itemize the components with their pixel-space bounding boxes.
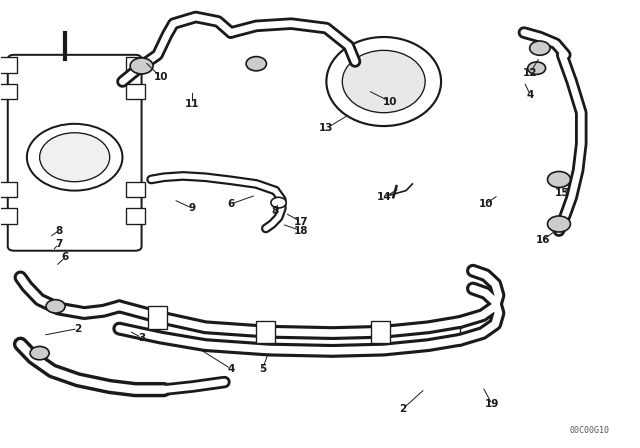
Text: 2: 2 xyxy=(74,323,81,334)
Text: 17: 17 xyxy=(294,217,308,227)
Bar xyxy=(125,84,145,99)
Text: 8: 8 xyxy=(55,226,62,236)
Text: 16: 16 xyxy=(536,235,550,245)
Text: 00C00G10: 00C00G10 xyxy=(570,426,610,435)
Text: 6: 6 xyxy=(227,199,234,209)
Circle shape xyxy=(46,300,65,313)
Text: 6: 6 xyxy=(61,252,68,263)
Text: 10: 10 xyxy=(479,199,493,209)
Text: 10: 10 xyxy=(154,72,168,82)
Text: 7: 7 xyxy=(55,239,63,249)
Text: 4: 4 xyxy=(227,364,234,374)
Bar xyxy=(256,321,275,343)
Bar xyxy=(371,321,390,343)
FancyBboxPatch shape xyxy=(8,55,141,251)
Bar xyxy=(0,208,17,224)
Text: 10: 10 xyxy=(383,97,397,107)
Text: 15: 15 xyxy=(555,188,570,198)
Text: 12: 12 xyxy=(523,68,538,78)
Text: 14: 14 xyxy=(376,192,391,202)
Bar xyxy=(0,57,17,73)
Text: 3: 3 xyxy=(138,332,145,343)
Text: 9: 9 xyxy=(189,203,196,213)
Bar xyxy=(148,306,167,329)
Text: 19: 19 xyxy=(485,399,499,409)
Bar xyxy=(125,57,145,73)
Text: 18: 18 xyxy=(294,226,308,236)
Bar xyxy=(125,208,145,224)
Circle shape xyxy=(547,216,570,232)
Circle shape xyxy=(246,56,266,71)
Bar xyxy=(125,182,145,197)
Text: 13: 13 xyxy=(319,123,333,133)
Circle shape xyxy=(130,58,153,74)
Text: 4: 4 xyxy=(527,90,534,100)
Text: 2: 2 xyxy=(399,404,406,414)
Text: 11: 11 xyxy=(186,99,200,109)
Text: 8: 8 xyxy=(272,206,279,215)
Bar xyxy=(0,84,17,99)
Circle shape xyxy=(30,346,49,360)
Circle shape xyxy=(40,133,109,182)
Ellipse shape xyxy=(342,50,425,113)
Circle shape xyxy=(530,41,550,55)
Circle shape xyxy=(547,172,570,188)
Ellipse shape xyxy=(326,37,441,126)
Bar xyxy=(0,182,17,197)
Circle shape xyxy=(27,124,122,190)
Circle shape xyxy=(271,197,286,208)
Text: 5: 5 xyxy=(259,364,266,374)
Circle shape xyxy=(528,62,545,74)
